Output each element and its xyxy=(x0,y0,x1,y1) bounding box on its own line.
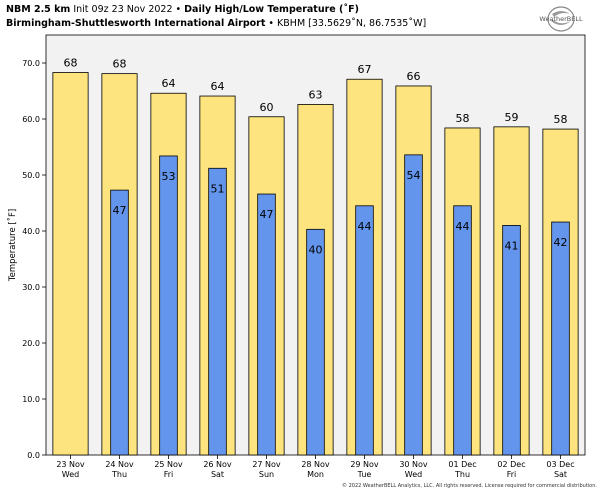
x-tick-day: Fri xyxy=(507,470,517,479)
high-bar xyxy=(52,72,89,456)
x-tick-date: 02 Dec xyxy=(497,460,525,469)
low-bar xyxy=(306,228,325,456)
high-value-label: 68 xyxy=(113,58,127,71)
x-tick-date: 29 Nov xyxy=(350,460,379,469)
low-bar xyxy=(502,224,521,456)
low-value-label: 44 xyxy=(358,220,372,233)
x-tick-day: Sat xyxy=(554,470,567,479)
low-bar xyxy=(355,205,374,456)
y-tick-label: 70.0 xyxy=(22,59,40,68)
high-value-label: 59 xyxy=(505,111,519,124)
low-value-label: 51 xyxy=(211,182,225,195)
y-tick-label: 40.0 xyxy=(22,227,40,236)
header-line-2: Birmingham-Shuttlesworth International A… xyxy=(6,17,426,31)
header-line-1: NBM 2.5 km Init 09z 23 Nov 2022 • Daily … xyxy=(6,3,426,17)
x-tick-date: 23 Nov xyxy=(56,460,85,469)
high-value-label: 58 xyxy=(456,112,470,125)
low-value-label: 44 xyxy=(456,220,470,233)
low-value-label: 47 xyxy=(260,208,274,221)
low-value-label: 54 xyxy=(407,169,421,182)
low-bar xyxy=(551,221,570,456)
high-value-label: 66 xyxy=(407,70,421,83)
low-value-label: 47 xyxy=(113,204,127,217)
weatherbell-logo: WeatherBELL xyxy=(530,5,592,33)
y-tick-label: 60.0 xyxy=(22,115,40,124)
y-tick-label: 10.0 xyxy=(22,395,40,404)
high-value-label: 68 xyxy=(64,57,78,70)
y-tick-label: 50.0 xyxy=(22,171,40,180)
low-bar xyxy=(110,189,129,456)
x-tick-day: Tue xyxy=(357,470,372,479)
low-bar xyxy=(404,154,423,456)
low-value-label: 41 xyxy=(505,239,519,252)
model-name: NBM 2.5 km xyxy=(6,4,71,15)
x-tick-date: 03 Dec xyxy=(546,460,574,469)
high-value-label: 63 xyxy=(309,88,323,101)
chart-header: NBM 2.5 km Init 09z 23 Nov 2022 • Daily … xyxy=(6,3,426,31)
high-value-label: 58 xyxy=(554,113,568,126)
low-bar xyxy=(208,167,227,456)
x-tick-date: 24 Nov xyxy=(105,460,134,469)
x-tick-day: Sun xyxy=(259,470,274,479)
x-tick-date: 30 Nov xyxy=(399,460,428,469)
bullet-separator: • xyxy=(175,4,182,15)
low-bar xyxy=(159,155,178,456)
x-tick-day: Sat xyxy=(211,470,224,479)
high-value-label: 67 xyxy=(358,63,372,76)
y-tick-label: 30.0 xyxy=(22,283,40,292)
low-value-label: 53 xyxy=(162,170,176,183)
y-tick-label: 0.0 xyxy=(27,451,40,460)
copyright-notice: © 2022 WeatherBELL Analytics, LLC. All r… xyxy=(342,483,597,489)
logo-text: WeatherBELL xyxy=(539,15,583,23)
low-bar xyxy=(257,193,276,456)
low-value-label: 40 xyxy=(309,243,323,256)
x-tick-day: Thu xyxy=(454,470,470,479)
low-value-label: 42 xyxy=(554,236,568,249)
low-bar xyxy=(453,205,472,456)
product-title: Daily High/Low Temperature (˚F) xyxy=(184,4,359,15)
bars: 68 68 47 64 53 64 51 60 47 63 40 67 44 66 54 58 44 59 41 58… xyxy=(52,57,579,456)
x-tick-date: 26 Nov xyxy=(203,460,232,469)
bullet-separator: • xyxy=(268,18,275,29)
y-axis: 0.0 10.0 20.0 30.0 40.0 50.0 60.0 70.0 xyxy=(22,59,46,460)
high-value-label: 64 xyxy=(162,77,176,90)
high-value-label: 60 xyxy=(260,101,274,114)
station-name: Birmingham-Shuttlesworth International A… xyxy=(6,18,266,29)
high-value-label: 64 xyxy=(211,80,225,93)
x-tick-day: Fri xyxy=(164,470,174,479)
y-tick-label: 20.0 xyxy=(22,339,40,348)
x-tick-date: 28 Nov xyxy=(301,460,330,469)
x-tick-date: 27 Nov xyxy=(252,460,281,469)
init-time: Init 09z 23 Nov 2022 xyxy=(73,4,173,15)
x-tick-date: 25 Nov xyxy=(154,460,183,469)
y-axis-label: Temperature [˚F] xyxy=(7,209,18,282)
x-tick-day: Wed xyxy=(62,470,79,479)
x-tick-day: Wed xyxy=(405,470,422,479)
x-tick-day: Thu xyxy=(111,470,127,479)
station-code: KBHM [33.5629˚N, 86.7535˚W] xyxy=(277,18,427,29)
x-tick-day: Mon xyxy=(307,470,324,479)
x-tick-date: 01 Dec xyxy=(448,460,476,469)
